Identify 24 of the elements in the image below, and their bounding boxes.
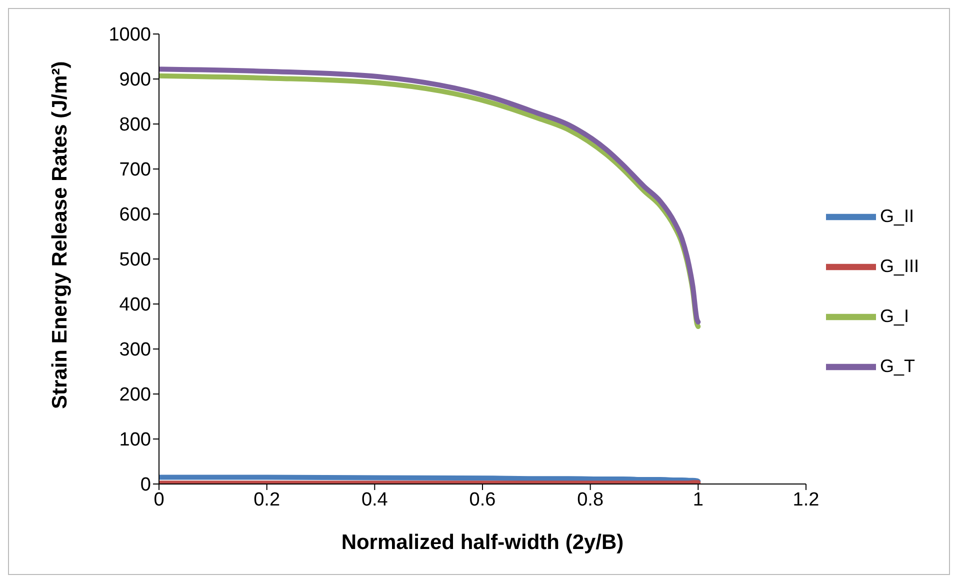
legend-label: G_I bbox=[880, 305, 909, 326]
y-tick-label: 600 bbox=[119, 204, 151, 226]
x-tick-label: 0 bbox=[154, 489, 164, 510]
y-tick-label: 700 bbox=[119, 160, 151, 181]
y-tick-label: 0 bbox=[140, 474, 151, 496]
y-tick-label: 300 bbox=[119, 340, 151, 361]
x-tick-label: 0.6 bbox=[469, 489, 496, 510]
y-axis-title: Strain Energy Release Rates (J/m²) bbox=[48, 61, 72, 409]
legend-label: G_T bbox=[880, 355, 915, 376]
x-tick-label: 0.4 bbox=[361, 489, 388, 510]
x-tick-label: 1.2 bbox=[792, 489, 820, 510]
y-tick-label: 500 bbox=[119, 250, 151, 271]
x-tick-label: 0.8 bbox=[577, 489, 604, 510]
legend-label: G_III bbox=[880, 255, 919, 276]
legend-label: G_II bbox=[880, 205, 914, 226]
x-tick-label: 0.2 bbox=[254, 489, 280, 510]
x-tick-label: 1 bbox=[692, 489, 704, 510]
y-tick-label: 100 bbox=[119, 430, 151, 451]
x-axis-title: Normalized half-width (2y/B) bbox=[341, 531, 624, 554]
y-tick-label: 1000 bbox=[108, 24, 151, 46]
y-tick-label: 200 bbox=[119, 384, 151, 406]
y-tick-label: 400 bbox=[119, 294, 151, 316]
y-tick-label: 800 bbox=[119, 114, 151, 136]
y-tick-label: 900 bbox=[119, 70, 151, 91]
